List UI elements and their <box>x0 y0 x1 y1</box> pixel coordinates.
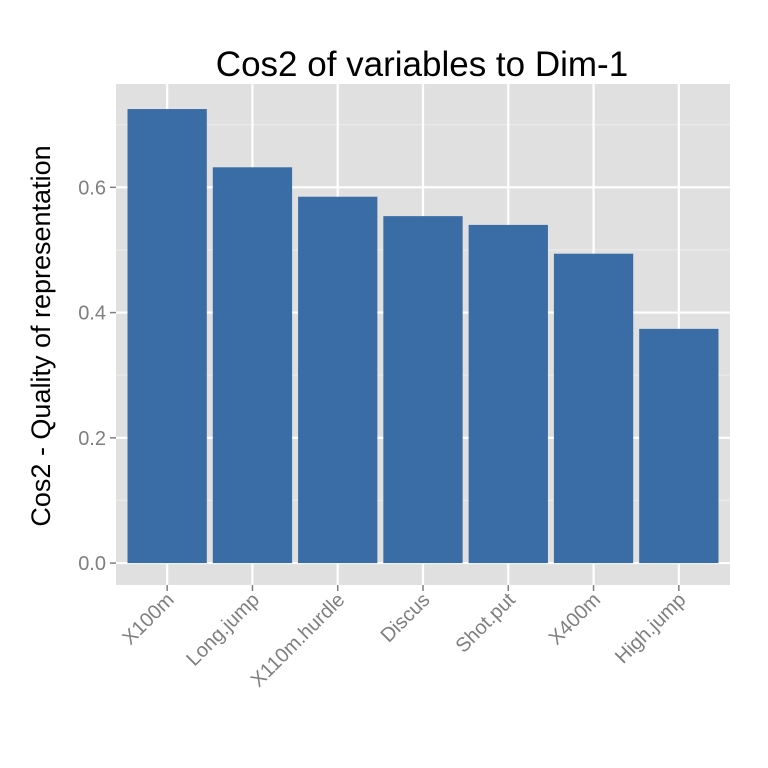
bar-x100m <box>127 109 207 564</box>
bar-shot-put <box>468 224 548 564</box>
bar-x110m-hurdle <box>298 196 378 564</box>
bar-high-jump <box>639 328 719 564</box>
bar-long-jump <box>212 167 293 564</box>
y-tick-label: 0.2 <box>78 428 106 450</box>
x-tick-label: Shot.put <box>452 589 521 658</box>
bar-x400m <box>553 253 634 564</box>
x-tick-label: Long.jump <box>182 589 264 671</box>
y-axis-ticks: 0.0 0.2 0.4 0.6 <box>78 177 116 575</box>
y-tick-label: 0.0 <box>78 553 106 575</box>
x-tick-label: X100m <box>118 589 178 649</box>
bar-discus <box>383 216 463 564</box>
y-tick-label: 0.6 <box>78 177 106 199</box>
y-axis-label: Cos2 - Quality of representation <box>26 145 56 526</box>
x-tick-label: Discus <box>377 589 435 647</box>
chart-title: Cos2 of variables to Dim-1 <box>216 45 628 84</box>
x-tick-label: X400m <box>545 589 605 649</box>
y-tick-label: 0.4 <box>78 303 106 325</box>
bars <box>127 109 719 564</box>
x-tick-label: High.jump <box>611 589 690 668</box>
